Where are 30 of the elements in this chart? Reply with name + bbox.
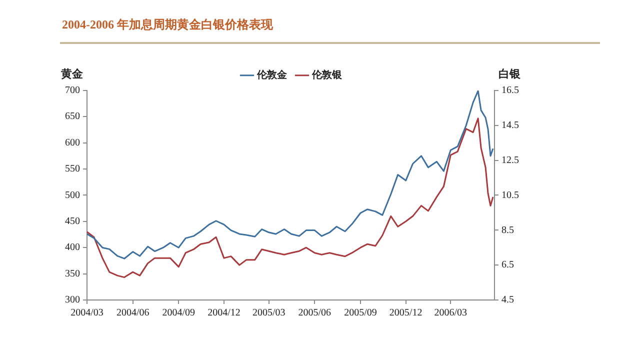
y-tick-label: 550	[65, 164, 80, 175]
y-tick-label: 650	[65, 111, 80, 122]
x-tick-label: 2006/03	[434, 308, 468, 319]
y2-tick-label: 8.5	[502, 224, 514, 236]
x-tick-label: 2004/12	[208, 308, 240, 319]
x-tick-label: 2004/03	[70, 308, 104, 319]
x-tick-label: 2004/09	[162, 308, 196, 319]
x-tick-label: 2005/12	[389, 308, 422, 319]
y2-tick-label: 4.5	[502, 294, 514, 306]
y-tick-label: 350	[65, 268, 80, 280]
y-tick-label: 300	[65, 294, 80, 306]
y2-tick-label: 14.5	[502, 120, 519, 131]
x-tick-label: 2005/03	[252, 308, 286, 319]
y2-tick-label: 12.5	[502, 154, 519, 166]
y2-tick-label: 10.5	[502, 190, 519, 201]
y2-axis-title: 白银	[498, 68, 522, 81]
y-axis-title: 黄金	[60, 68, 84, 81]
legend-label: 伦敦金	[256, 68, 288, 81]
x-tick-label: 2005/09	[344, 308, 377, 319]
x-tick-label: 2004/06	[116, 308, 150, 319]
y-tick-label: 700	[65, 85, 80, 96]
x-tick-label: 2005/06	[298, 308, 332, 319]
y-tick-label: 500	[65, 190, 80, 201]
y-tick-label: 400	[65, 242, 80, 254]
y-tick-label: 600	[65, 137, 80, 148]
legend-label: 伦敦银	[311, 68, 343, 81]
y2-tick-label: 6.5	[502, 260, 514, 271]
y-tick-label: 450	[65, 216, 80, 228]
y2-tick-label: 16.5	[502, 85, 519, 96]
chart-title: 2004-2006 年加息周期黄金白银价格表现	[62, 17, 274, 32]
